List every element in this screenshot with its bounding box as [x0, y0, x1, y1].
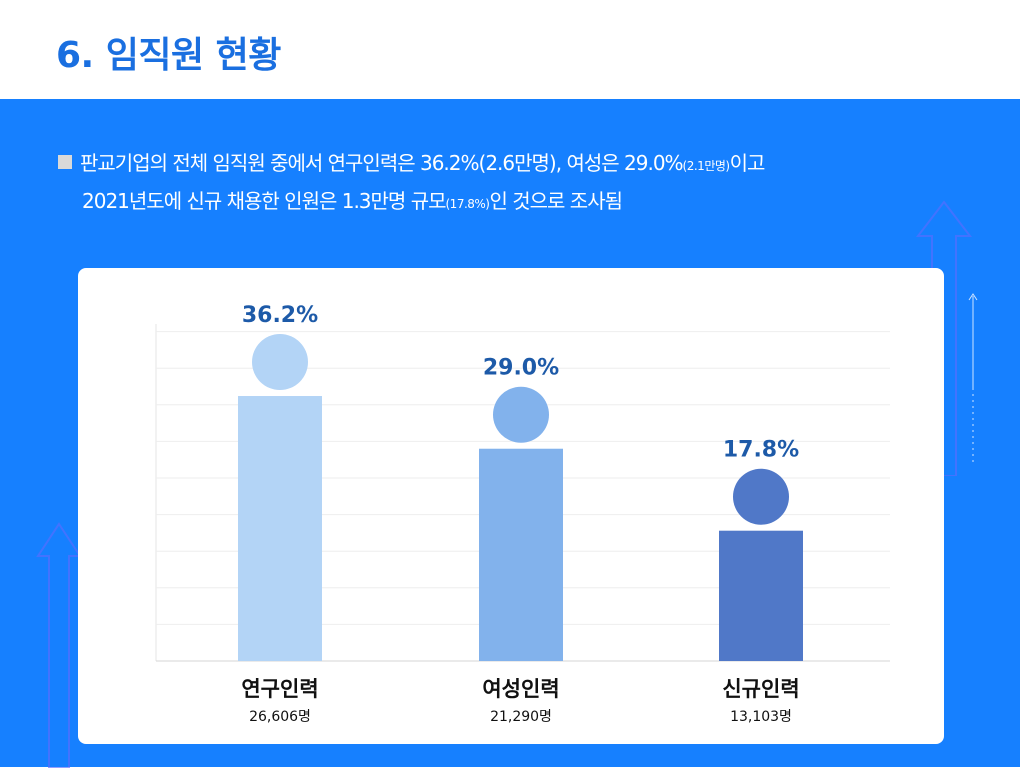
bar-chart: 36.2% 연구인력 26,606명 29.0% 여성인력 21,290명 17.8% 신규인… [155, 303, 890, 725]
bullet-square-icon [58, 155, 72, 169]
arrow-up-outline-icon-left [36, 522, 82, 768]
arrow-up-outline-icon [915, 200, 973, 476]
summary-line-2-small: (17.8%) [445, 197, 490, 211]
bar [479, 448, 563, 661]
category-label: 여성인력 [482, 677, 559, 701]
category-label: 신규인력 [722, 677, 799, 701]
bar [238, 396, 322, 661]
arrow-line-icon [968, 293, 978, 465]
bar-value-label: 17.8% [723, 438, 799, 463]
chart-card: 36.2% 연구인력 26,606명 29.0% 여성인력 21,290명 17.8% 신규인… [78, 268, 944, 744]
summary-line-2: 2021년도에 신규 채용한 인원은 1.3만명 규모(17.8%)인 것으로 … [58, 184, 958, 222]
category-count-label: 26,606명 [249, 709, 311, 725]
page-title: 6. 임직원 현황 [56, 35, 281, 76]
arrow-up-outline-icon-left-shape [36, 522, 82, 768]
category-label: 연구인력 [241, 677, 318, 701]
summary-line-1-small: (2.1만명) [682, 159, 731, 173]
summary-text: 판교기업의 전체 임직원 중에서 연구인력은 36.2%(2.6만명), 여성은… [58, 146, 958, 222]
header: 6. 임직원 현황 [0, 0, 1020, 99]
summary-line-1-text: 판교기업의 전체 임직원 중에서 연구인력은 36.2%(2.6만명), 여성은… [80, 151, 684, 175]
category-count-label: 13,103명 [730, 709, 792, 725]
arrow-line-head [968, 293, 978, 301]
arrow-up-outline-icon-shape [915, 200, 973, 476]
bar [719, 530, 803, 661]
summary-line-2-tail: 인 것으로 조사됨 [489, 189, 623, 213]
bar-value-label: 29.0% [483, 356, 559, 381]
bar-head-circle [493, 386, 549, 443]
bar-value-label: 36.2% [242, 303, 318, 328]
summary-line-1-tail: 이고 [729, 151, 766, 175]
summary-line-1: 판교기업의 전체 임직원 중에서 연구인력은 36.2%(2.6만명), 여성은… [58, 146, 958, 184]
summary-line-2-text: 2021년도에 신규 채용한 인원은 1.3만명 규모 [82, 189, 446, 213]
category-count-label: 21,290명 [490, 709, 552, 725]
bar-head-circle [733, 468, 789, 525]
bar-head-circle [252, 334, 308, 391]
